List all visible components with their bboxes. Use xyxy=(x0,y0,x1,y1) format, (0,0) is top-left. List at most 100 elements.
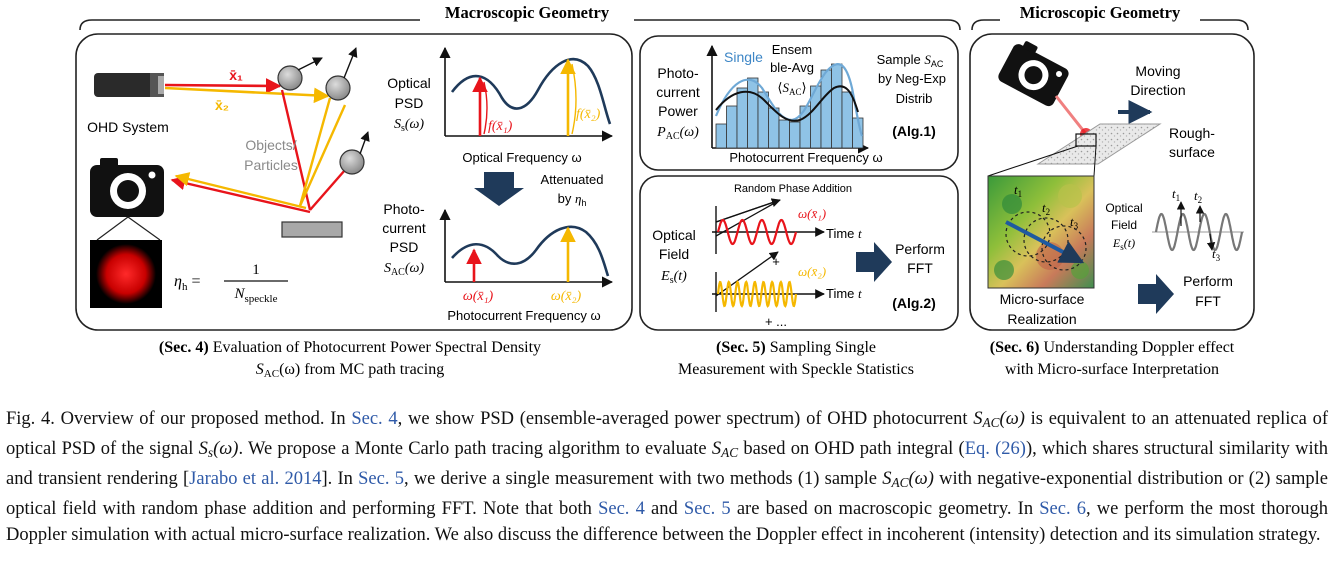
caption-link-eq26[interactable]: Eq. (26) xyxy=(964,438,1026,459)
panel-sec6-frame xyxy=(969,33,1255,331)
caption-text-3: . We propose a Monte Carlo path tracing … xyxy=(238,438,712,459)
photo-psd-label-4: SAC(ω) xyxy=(384,261,424,278)
panel-sec6: Moving Direction Rough- surface t1 t2 t3… xyxy=(969,33,1255,378)
eta-numerator: 1 xyxy=(252,262,260,278)
attenuated-label-2: by ηh xyxy=(558,191,587,208)
field-label-1: Optical xyxy=(652,227,696,243)
histogram-bar xyxy=(747,77,759,149)
yellow-wave xyxy=(716,280,798,308)
red-wave xyxy=(716,218,798,246)
panel-sec5-caption-2: Measurement with Speckle Statistics xyxy=(678,361,914,378)
optical-psd-plot xyxy=(439,46,614,142)
fft-arrow-icon-2 xyxy=(1138,274,1174,314)
omega-x2-label: ω(x̄₂) xyxy=(798,264,826,279)
path-x1-label: x̄₁ xyxy=(229,67,243,83)
photo-psd-label-3: PSD xyxy=(390,239,419,255)
w-x2-label: ω(x̄₂) xyxy=(551,289,582,304)
microscopic-header: Microscopic Geometry xyxy=(971,3,1249,31)
caption-sac-2: SAC xyxy=(711,438,739,460)
plus-dots: + ... xyxy=(765,314,787,329)
ensemble-avg-curve xyxy=(715,85,859,122)
moving-direction-1: Moving xyxy=(1135,63,1180,79)
field6-label-2: Field xyxy=(1111,218,1137,232)
field-label-3: Es(t) xyxy=(660,269,687,286)
photocurrent-psd-plot xyxy=(439,208,614,288)
svg-text:ηh =: ηh = xyxy=(174,273,200,293)
t1-label-wave: t1 xyxy=(1172,186,1180,203)
ensemble-label-1: Ensem xyxy=(772,42,812,57)
alg1-label: (Alg.1) xyxy=(892,123,936,139)
caption-ss: Ss(ω) xyxy=(198,438,239,460)
micro-surface-image xyxy=(987,175,1095,289)
t1-label-micro: t1 xyxy=(1014,182,1022,199)
panel-sec4: OHD System x̄₁ x̄₂ Objects/ Particles xyxy=(75,33,633,380)
panel-sec4-caption-2: SAC(ω) from MC path tracing xyxy=(256,361,444,380)
f-x2-label: f(x̄₂) xyxy=(576,107,601,122)
caption-link-sec6[interactable]: Sec. 6 xyxy=(1039,498,1087,519)
alg2-label: (Alg.2) xyxy=(892,295,936,311)
caption-lead: Fig. 4. Overview of our proposed method.… xyxy=(6,409,352,429)
ensemble-label-3: ⟨SAC⟩ xyxy=(777,80,806,97)
photocurrent-frequency-label: Photocurrent Frequency ω xyxy=(447,308,600,323)
optical-psd-label-3: Ss(ω) xyxy=(394,117,424,134)
sample-label-3: Distrib xyxy=(896,91,933,106)
single-curve xyxy=(714,62,864,137)
power-label-4: PAC(ω) xyxy=(656,125,699,142)
rough-surface-label-2: surface xyxy=(1169,144,1215,160)
camera-icon-2 xyxy=(998,41,1069,107)
caption-link-jarabo[interactable]: Jarabo et al. 2014 xyxy=(189,468,322,489)
f-x1-label: f(x̄₁) xyxy=(488,119,513,134)
power-label-1: Photo- xyxy=(657,65,699,81)
caption-link-sec5[interactable]: Sec. 5 xyxy=(358,468,404,489)
micro-surface-label-2: Realization xyxy=(1007,311,1076,327)
field6-label-1: Optical xyxy=(1105,201,1142,215)
attenuated-label-1: Attenuated xyxy=(541,172,604,187)
caption-text-4: based on OHD path integral ( xyxy=(738,438,965,459)
ensemble-label-2: ble-Avg xyxy=(770,60,814,75)
omega-x1-label: ω(x̄₁) xyxy=(798,206,826,221)
rough-surface-label-1: Rough- xyxy=(1169,125,1215,141)
speckle-pattern xyxy=(96,244,156,304)
caption-link-sec5-b[interactable]: Sec. 5 xyxy=(683,498,731,519)
caption-text-5: ), which shares structural similarity wi… xyxy=(6,438,1329,489)
panel-sec5-caption-1: (Sec. 5) Sampling Single xyxy=(716,339,876,356)
sample-label-1: Sample SAC xyxy=(877,52,944,69)
caption-text-2: is equivalent to an attenuated replica o… xyxy=(6,409,1328,459)
caption-link-sec4[interactable]: Sec. 4 xyxy=(351,409,398,429)
objects-label-line2: Particles xyxy=(244,157,298,173)
photo-psd-label-1: Photo- xyxy=(383,201,425,217)
perform-label-2: FFT xyxy=(907,260,933,276)
panel-sec4-caption-1: (Sec. 4) Evaluation of Photocurrent Powe… xyxy=(159,339,541,356)
panel-sec5-random-phase: Random Phase Addition Optical Field Es(t… xyxy=(639,175,959,378)
perform6-label-2: FFT xyxy=(1195,293,1221,309)
histogram-bar xyxy=(726,105,738,149)
panel-sec5b-frame xyxy=(639,175,959,331)
histogram-bar xyxy=(820,69,832,149)
field-label-2: Field xyxy=(659,246,689,262)
panel-sec5-histogram: Photo- current Power PAC(ω) Single Ensem… xyxy=(639,35,959,171)
plus-sign: + xyxy=(772,254,780,269)
caption-sac-1: SAC(ω) xyxy=(973,409,1025,430)
caption-text-8: with negative-exponential distribution o… xyxy=(6,468,1328,519)
caption-text-1: , we show PSD (ensemble-averaged power s… xyxy=(397,409,974,429)
photo-psd-label-2: current xyxy=(382,220,426,236)
perform-label-1: Perform xyxy=(895,241,945,257)
w-x1-label: ω(x̄₁) xyxy=(463,289,494,304)
power-label-3: Power xyxy=(658,103,698,119)
caption-sac-3: SAC(ω) xyxy=(882,468,934,490)
eta-denominator: Nspeckle xyxy=(234,286,278,305)
optical-psd-label-2: PSD xyxy=(395,95,424,111)
sample-label-2: by Neg-Exp xyxy=(878,71,946,86)
fft-arrow-icon xyxy=(856,242,892,282)
micro-surface-label-1: Micro-surface xyxy=(1000,291,1085,307)
caption-text-7: , we derive a single measurement with tw… xyxy=(403,468,883,489)
panel-sec4-frame xyxy=(75,33,633,331)
field6-label-3: Es(t) xyxy=(1112,236,1135,252)
laser-icon xyxy=(94,73,164,97)
caption-text-6: ]. In xyxy=(321,468,359,489)
panel-sec5a-frame xyxy=(639,35,959,171)
optical-frequency-label: Optical Frequency ω xyxy=(462,150,581,165)
optical-psd-label-1: Optical xyxy=(387,75,431,91)
t2-label-wave: t2 xyxy=(1194,188,1202,205)
caption-link-sec4-b[interactable]: Sec. 4 xyxy=(598,498,645,519)
